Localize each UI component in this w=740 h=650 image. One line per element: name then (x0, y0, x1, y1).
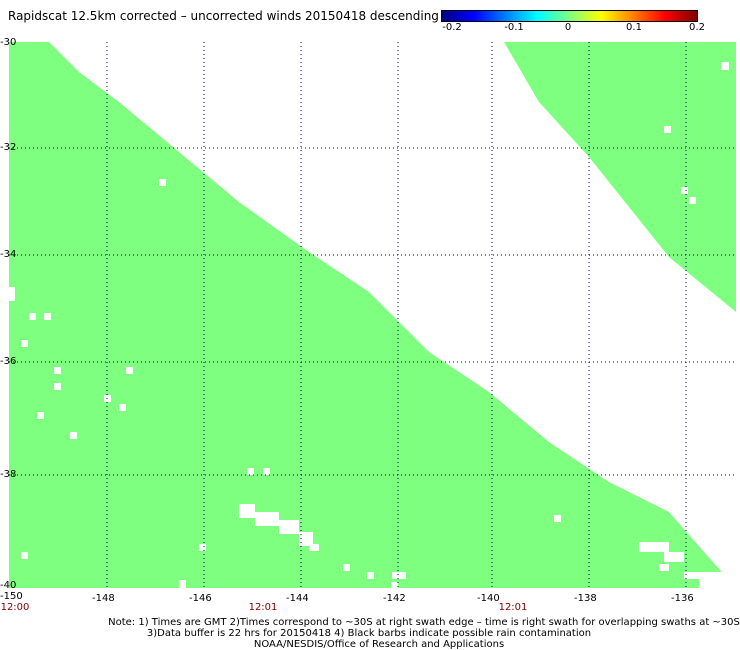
lon-tick-label: -146 (189, 593, 212, 604)
lat-tick-label: -34 (0, 249, 17, 260)
lat-tick-label: -32 (0, 142, 17, 153)
lat-tick-label: -38 (0, 469, 17, 480)
lat-tick-label: -36 (0, 356, 17, 367)
lon-tick-label: -136 (671, 593, 694, 604)
colorbar-tick-label: 0 (564, 22, 572, 33)
colorbar-tick-label: 0.1 (626, 22, 642, 33)
lat-lon-grid (9, 42, 736, 588)
missing-data-cells (9, 62, 736, 588)
lat-tick-label: -30 (0, 37, 17, 48)
lon-tick-label: -144 (286, 593, 309, 604)
credit-line: NOAA/NESDIS/Office of Research and Appli… (253, 639, 505, 650)
colorbar-tick-label: 0.2 (689, 22, 705, 33)
map-title: Rapidscat 12.5km corrected – uncorrected… (8, 9, 439, 23)
lat-tick-label: -40 (0, 580, 17, 591)
lon-tick-label: -140 (477, 593, 500, 604)
swath-time-label: 12:01 (248, 602, 278, 613)
footnote-line-2: 3)Data buffer is 22 hrs for 20150418 4) … (146, 628, 592, 639)
swath-time-label: 12:00 (0, 602, 30, 613)
lon-tick-label: -142 (383, 593, 406, 604)
color-scale-bar (441, 10, 698, 22)
footnote-line-1: Note: 1) Times are GMT 2)Times correspon… (108, 617, 740, 628)
lon-tick-label: -148 (92, 593, 115, 604)
lon-tick-label: -150 (0, 591, 23, 602)
colorbar-tick-label: -0.2 (442, 22, 462, 33)
swath-time-label: 12:01 (498, 602, 528, 613)
right-swath-region (504, 42, 736, 312)
left-swath-region (9, 42, 736, 588)
colorbar-tick-label: -0.1 (504, 22, 524, 33)
wind-swath-map (9, 42, 736, 588)
lon-tick-label: -138 (574, 593, 597, 604)
